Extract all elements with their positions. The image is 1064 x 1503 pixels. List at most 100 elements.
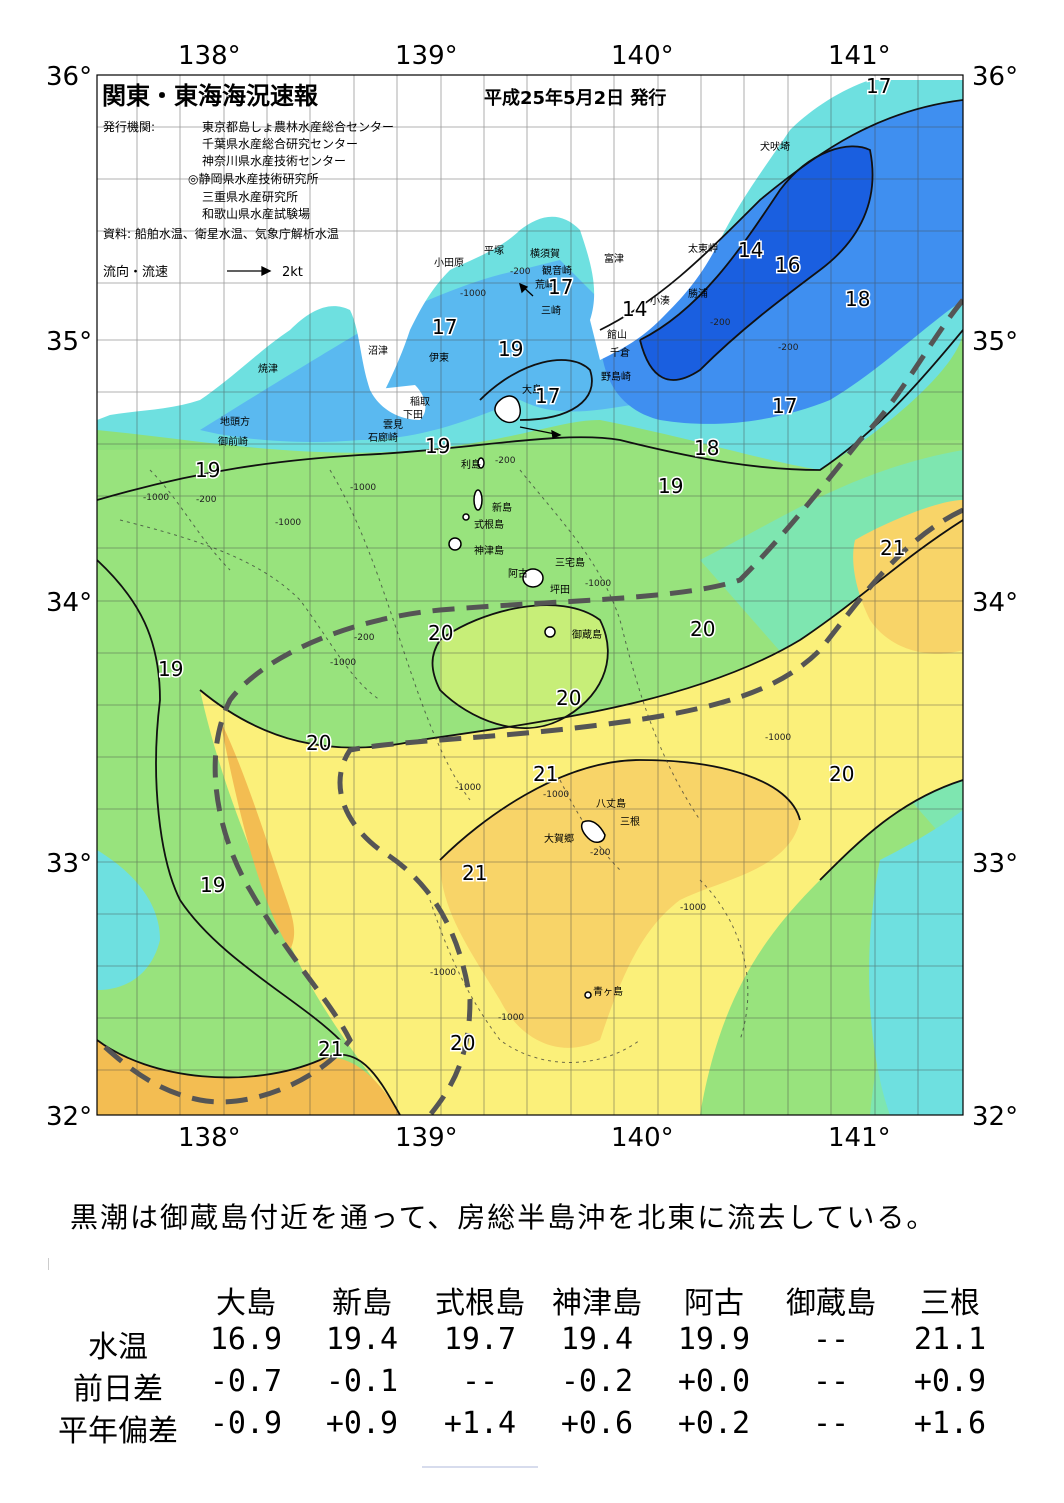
isotherm-label: 17 <box>866 74 891 98</box>
column-header: 式根島 <box>435 1286 525 1321</box>
isotherm-label: 19 <box>658 474 683 498</box>
summary-caption: 黒潮は御蔵島付近を通って、房総半島沖を北東に流去している。 <box>70 1201 937 1234</box>
axis-labels: 138° 139° 140° 141° 138° 139° 140° 141° … <box>46 41 1018 1153</box>
isotherm-labels: 17 17 17 17 14 14 16 18 19 19 19 18 19 2… <box>157 73 907 1063</box>
table-cell: 21.1 <box>913 1322 987 1357</box>
depth-label: -200 <box>590 848 611 858</box>
place-name: 太東岬 <box>688 242 718 255</box>
depth-label: -200 <box>354 633 375 643</box>
oshima-island <box>494 395 521 424</box>
isotherm-label: 20 <box>556 686 581 710</box>
place-name: 式根島 <box>474 518 504 531</box>
place-name: 平塚 <box>484 245 504 257</box>
lon-label-top: 141° <box>828 41 891 71</box>
issuer: 三重県水産研究所 <box>202 189 298 204</box>
lat-label-left: 32° <box>46 1102 92 1132</box>
zone-20-bubble <box>440 605 608 729</box>
isotherm-label: 21 <box>880 536 905 560</box>
isotherm-label: 14 <box>622 297 647 321</box>
place-name: 三崎 <box>541 304 561 317</box>
footer-divider <box>422 1466 538 1468</box>
depth-label: -1000 <box>585 579 611 589</box>
table-cell: +0.2 <box>677 1406 751 1441</box>
depth-label: -200 <box>510 267 531 277</box>
isotherm-label: 20 <box>690 617 715 641</box>
place-name: 御蔵島 <box>572 628 602 641</box>
depth-label: -1000 <box>765 733 791 743</box>
place-name: 小湊 <box>650 294 670 307</box>
place-name: 三宅島 <box>555 556 585 569</box>
issuer: 千葉県水産総合研究センター <box>202 136 358 151</box>
isotherm-label: 19 <box>498 337 523 361</box>
table-cell: -0.1 <box>325 1364 399 1399</box>
isotherm-label: 21 <box>462 861 487 885</box>
depth-label: -200 <box>495 456 516 466</box>
place-name: 雲見 <box>383 419 403 431</box>
grid-lines <box>97 75 963 1115</box>
zone-14-boso <box>640 146 873 380</box>
lat-label-left: 36° <box>46 62 92 92</box>
column-header: 三根 <box>920 1286 980 1321</box>
row-label: 前日差 <box>73 1372 163 1407</box>
kozushima-island <box>448 537 462 551</box>
place-names: 犬吠埼 太東岬 勝浦 小湊 館山 千倉 野島崎 富津 観音崎 横須賀 平塚 小田… <box>218 140 790 998</box>
margin-mark <box>48 1258 49 1270</box>
column-header: 大島 <box>216 1286 276 1321</box>
depth-label: -1000 <box>330 658 356 668</box>
lat-label-right: 35° <box>972 327 1018 357</box>
flow-arrows <box>227 265 562 439</box>
isotherm-label: 21 <box>533 762 558 786</box>
mikurajima-island <box>544 626 556 638</box>
isotherm-label: 14 <box>738 238 763 262</box>
isotherm-label: 20 <box>829 762 854 786</box>
depth-label: -200 <box>196 495 217 505</box>
lat-label-left: 34° <box>46 588 92 618</box>
place-name: 横須賀 <box>530 247 560 260</box>
isotherm-label: 20 <box>450 1031 475 1055</box>
table-row: 前日差 -0.7 -0.1 -- -0.2 +0.0 -- +0.9 <box>0 1364 1064 1407</box>
zone-18-southeast <box>869 810 963 1115</box>
row-label: 平年偏差 <box>58 1414 178 1449</box>
lat-label-left: 33° <box>46 849 92 879</box>
issuer: ◎静岡県水産技術研究所 <box>188 171 318 186</box>
map-title: 関東・東海海況速報 <box>102 82 319 110</box>
lon-label-bottom: 141° <box>828 1123 891 1153</box>
flow-legend-label: 流向・流速 <box>103 264 168 280</box>
data-sources: 資料: 船舶水温、衛星水温、気象庁解析水温 <box>103 226 339 241</box>
table-cell: -- <box>812 1322 850 1357</box>
table-cell: -- <box>812 1406 850 1441</box>
column-header: 神津島 <box>552 1286 642 1321</box>
table-cell: 19.4 <box>325 1322 399 1357</box>
depth-label: -1000 <box>460 289 486 299</box>
table-row: 水温 16.9 19.4 19.7 19.4 19.9 -- 21.1 <box>0 1322 1064 1365</box>
place-name: 小田原 <box>434 257 464 269</box>
isotherm-label: 19 <box>158 657 183 681</box>
isotherm-label: 20 <box>306 731 331 755</box>
lon-label-top: 138° <box>178 41 241 71</box>
place-name: 神津島 <box>474 544 504 557</box>
table-header-row: 大島 新島 式根島 神津島 阿古 御蔵島 三根 <box>0 1278 1064 1321</box>
place-name: 富津 <box>604 252 624 265</box>
table-cell: 19.4 <box>560 1322 634 1357</box>
map-frame <box>96 74 964 1116</box>
place-name: 阿古 <box>508 567 528 580</box>
depth-labels: -200 -1000 -200 -1000 -200 -1000 -200 -1… <box>143 267 799 1023</box>
column-header: 御蔵島 <box>786 1286 876 1321</box>
place-name: 館山 <box>607 328 627 341</box>
isotherm-label: 19 <box>195 458 220 482</box>
place-name: 焼津 <box>258 363 278 375</box>
lat-label-right: 36° <box>972 62 1018 92</box>
lon-label-top: 139° <box>395 41 458 71</box>
table-cell: -- <box>812 1364 850 1399</box>
place-name: 坪田 <box>550 583 570 596</box>
zone-21-west <box>220 720 295 950</box>
lon-label-bottom: 139° <box>395 1123 458 1153</box>
isotherm-label: 20 <box>428 621 453 645</box>
row-label: 水温 <box>88 1330 148 1365</box>
lat-label-left: 35° <box>46 327 92 357</box>
niijima-island <box>473 489 483 511</box>
depth-label: -1000 <box>275 518 301 528</box>
kuroshio-axis <box>97 298 963 1115</box>
place-name: 大賀郷 <box>544 832 574 845</box>
lon-label-bottom: 140° <box>611 1123 674 1153</box>
